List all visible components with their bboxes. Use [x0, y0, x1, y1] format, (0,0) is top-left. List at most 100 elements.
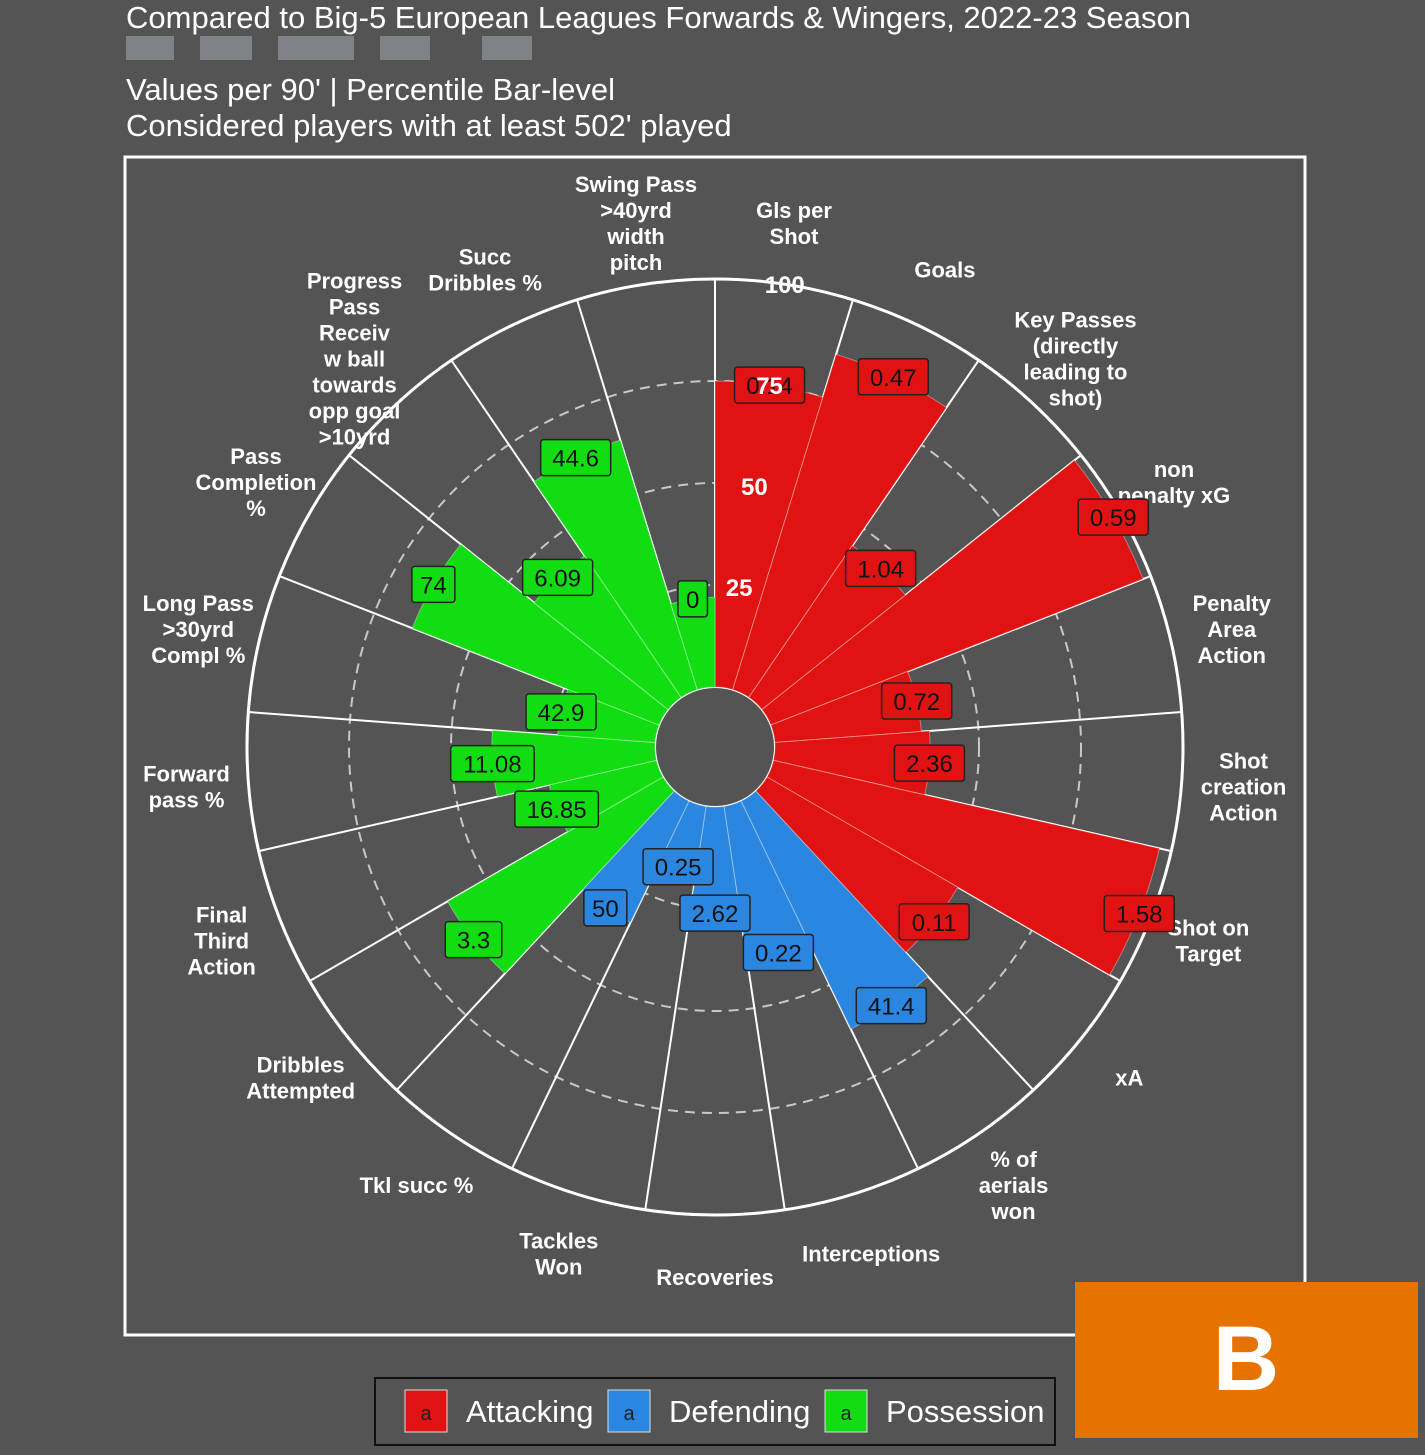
- value-label-box: [583, 889, 628, 927]
- value-label-box: [514, 790, 600, 828]
- value-label: 42.9: [538, 700, 585, 727]
- value-label: 2.36: [906, 751, 953, 778]
- category-label: Long Pass >30yrd Compl %: [143, 591, 254, 668]
- value-label-box: [742, 933, 815, 972]
- category-label: xA: [1115, 1065, 1143, 1090]
- value-label: 74: [420, 572, 447, 599]
- value-label: 3.3: [457, 928, 490, 955]
- value-label: 0.25: [655, 855, 702, 882]
- legend-key-text: a: [840, 1403, 852, 1425]
- category-label: Penalty Area Action: [1193, 591, 1272, 668]
- category-label: % of aerials won: [979, 1147, 1049, 1224]
- category-label: Progress Pass Receiv w ball towards opp goal >…: [307, 268, 402, 449]
- value-label-box: [521, 558, 594, 597]
- value-label-box: [677, 580, 709, 618]
- value-label-box: [898, 903, 970, 941]
- value-label-box: [1077, 498, 1149, 536]
- value-label-box: [733, 366, 806, 404]
- value-label: 0: [686, 587, 699, 614]
- badge-text: B: [1213, 1308, 1279, 1410]
- value-label: 2.62: [692, 901, 739, 928]
- value-label-box: [444, 920, 503, 959]
- value-label: 0.22: [755, 940, 802, 967]
- bar-wedge: [740, 790, 929, 1030]
- value-label-box: [679, 894, 751, 932]
- value-label: 44.6: [552, 446, 599, 473]
- plot: Gls per Shot Goals Key Passes (directly leadi…: [143, 172, 1287, 1290]
- blur-block: [200, 36, 252, 60]
- category-label: Swing Pass >40yrd width pitch: [575, 172, 697, 275]
- category-label: Goals: [914, 257, 975, 282]
- legend-box: [374, 1377, 1056, 1446]
- value-label-box: [525, 693, 597, 731]
- value-label-box: [857, 358, 930, 396]
- legend: a Attacking a Defending a Possession: [404, 1389, 1045, 1433]
- value-label-box: [411, 565, 456, 604]
- legend-label: Attacking: [466, 1394, 594, 1429]
- bar-wedge: [772, 730, 931, 796]
- panel-border: [123, 155, 1307, 1337]
- category-label: Succ Dribbles %: [428, 244, 542, 295]
- legend-label: Possession: [886, 1394, 1045, 1429]
- value-label: 0.59: [1090, 505, 1137, 532]
- value-label-box: [539, 438, 612, 477]
- inner-circle: [654, 686, 776, 808]
- bar-wedge: [766, 759, 1160, 976]
- value-label: 11.08: [463, 752, 521, 779]
- value-label: 0.14: [746, 373, 793, 400]
- chart-caption: Considered players with at least 502' pl…: [126, 108, 732, 143]
- category-label: Shot on Target: [1167, 916, 1249, 967]
- category-label: Key Passes (directly leading to shot): [1014, 307, 1136, 410]
- category-label: Tackles Won: [519, 1228, 598, 1279]
- obscured-line: [126, 36, 532, 60]
- value-label: 1.58: [1116, 902, 1163, 929]
- blur-block: [482, 36, 532, 60]
- chart-title: Compared to Big-5 European Leagues Forwa…: [126, 0, 1191, 35]
- category-label: Forward pass %: [143, 762, 230, 813]
- legend-key-text: a: [623, 1403, 635, 1425]
- r-tick-label: 75: [756, 373, 783, 400]
- category-label: Shot creation Action: [1201, 749, 1287, 826]
- bar-wedge: [670, 596, 716, 691]
- blur-block: [380, 36, 430, 60]
- r-tick-label: 25: [726, 575, 753, 602]
- legend-swatch: [607, 1389, 651, 1433]
- legend-key-text: a: [420, 1403, 432, 1425]
- bar-wedge: [761, 459, 1144, 726]
- value-label: 41.4: [868, 994, 915, 1021]
- category-label: Gls per Shot: [756, 198, 832, 249]
- category-label: Pass Completion%: [196, 444, 317, 521]
- legend-swatch: [824, 1389, 868, 1433]
- value-label: 1.04: [857, 556, 904, 583]
- value-label: 50: [592, 896, 619, 923]
- category-label: Recoveries: [656, 1265, 773, 1290]
- value-label: 0.47: [870, 365, 917, 392]
- value-label-box: [844, 549, 917, 588]
- value-label-box: [642, 847, 714, 886]
- r-tick-label: 100: [765, 272, 805, 299]
- r-tick-label: 50: [741, 474, 768, 501]
- bar-wedge: [714, 380, 824, 691]
- badge-box: [1075, 1282, 1418, 1438]
- value-label-box: [855, 986, 928, 1025]
- value-label: 6.09: [534, 565, 581, 592]
- blur-block: [278, 36, 354, 60]
- value-label-box: [1103, 894, 1176, 933]
- chart-subtitle: Values per 90' | Percentile Bar-level: [126, 72, 615, 107]
- value-label-box: [449, 744, 535, 783]
- category-label: Tkl succ %: [360, 1173, 474, 1198]
- legend-label: Defending: [669, 1394, 810, 1429]
- legend-swatch: [404, 1389, 448, 1433]
- bar-wedge: [732, 353, 948, 699]
- value-label-box: [893, 744, 966, 782]
- bar-wedge: [446, 776, 675, 975]
- value-label-box: [880, 682, 953, 720]
- category-label: Dribbles Attempted: [246, 1052, 355, 1103]
- value-label: 16.85: [527, 797, 587, 824]
- value-label: 0.11: [912, 910, 957, 937]
- category-label: Final Third Action: [187, 903, 255, 980]
- category-label: Interceptions: [802, 1241, 940, 1266]
- bar-wedge: [411, 543, 669, 726]
- value-label: 0.72: [893, 689, 940, 716]
